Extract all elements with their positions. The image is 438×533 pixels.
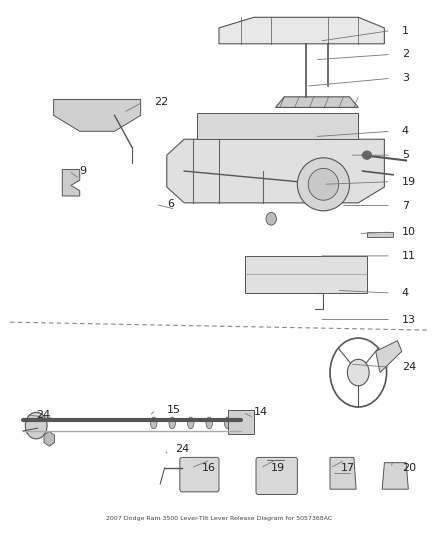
Text: 24: 24 xyxy=(176,445,190,455)
Polygon shape xyxy=(219,17,385,44)
Text: 15: 15 xyxy=(167,405,181,415)
Text: 19: 19 xyxy=(402,176,416,187)
Text: 14: 14 xyxy=(254,407,268,417)
Polygon shape xyxy=(382,463,408,489)
Text: 24: 24 xyxy=(402,362,416,372)
Text: 24: 24 xyxy=(36,410,50,420)
Text: 13: 13 xyxy=(402,314,416,325)
Polygon shape xyxy=(376,341,402,373)
Ellipse shape xyxy=(224,417,231,429)
Text: 10: 10 xyxy=(402,227,416,237)
Polygon shape xyxy=(62,169,80,196)
Text: 17: 17 xyxy=(341,463,355,473)
Ellipse shape xyxy=(206,417,212,429)
Polygon shape xyxy=(167,139,385,203)
Ellipse shape xyxy=(308,168,339,200)
Text: 19: 19 xyxy=(271,463,285,473)
Polygon shape xyxy=(367,232,393,237)
Ellipse shape xyxy=(187,417,194,429)
Text: 2007 Dodge Ram 3500 Lever-Tilt Lever Release Diagram for 5057368AC: 2007 Dodge Ram 3500 Lever-Tilt Lever Rel… xyxy=(106,516,332,521)
Ellipse shape xyxy=(297,158,350,211)
FancyBboxPatch shape xyxy=(256,457,297,495)
Polygon shape xyxy=(228,410,254,433)
Text: 16: 16 xyxy=(201,463,215,473)
Text: 4: 4 xyxy=(402,288,409,298)
Circle shape xyxy=(25,413,47,439)
Text: 6: 6 xyxy=(167,199,174,209)
Circle shape xyxy=(266,213,276,225)
Text: 9: 9 xyxy=(80,166,87,176)
Circle shape xyxy=(347,359,369,386)
Polygon shape xyxy=(197,113,358,139)
Text: 1: 1 xyxy=(402,26,409,36)
Polygon shape xyxy=(330,457,356,489)
FancyBboxPatch shape xyxy=(180,457,219,492)
Ellipse shape xyxy=(363,151,371,159)
Ellipse shape xyxy=(169,417,176,429)
Polygon shape xyxy=(245,256,367,293)
Ellipse shape xyxy=(150,417,157,429)
Text: 4: 4 xyxy=(402,126,409,136)
Text: 20: 20 xyxy=(402,463,416,473)
Text: 2: 2 xyxy=(402,50,409,59)
Text: 5: 5 xyxy=(402,150,409,160)
Text: 7: 7 xyxy=(402,200,409,211)
Polygon shape xyxy=(53,100,141,131)
Polygon shape xyxy=(276,97,358,108)
Text: 3: 3 xyxy=(402,73,409,83)
Text: 22: 22 xyxy=(154,97,168,107)
Text: 11: 11 xyxy=(402,251,416,261)
